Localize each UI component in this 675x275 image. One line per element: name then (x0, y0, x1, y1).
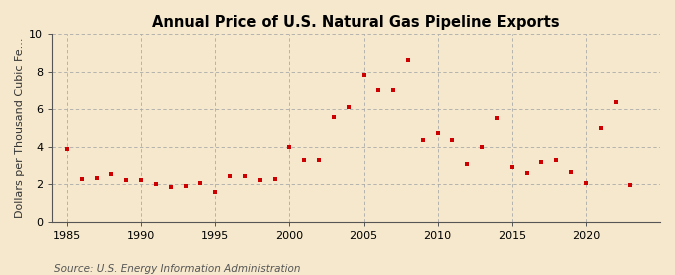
Y-axis label: Dollars per Thousand Cubic Fe...: Dollars per Thousand Cubic Fe... (15, 38, 25, 218)
Title: Annual Price of U.S. Natural Gas Pipeline Exports: Annual Price of U.S. Natural Gas Pipelin… (153, 15, 560, 30)
Text: Source: U.S. Energy Information Administration: Source: U.S. Energy Information Administ… (54, 264, 300, 274)
